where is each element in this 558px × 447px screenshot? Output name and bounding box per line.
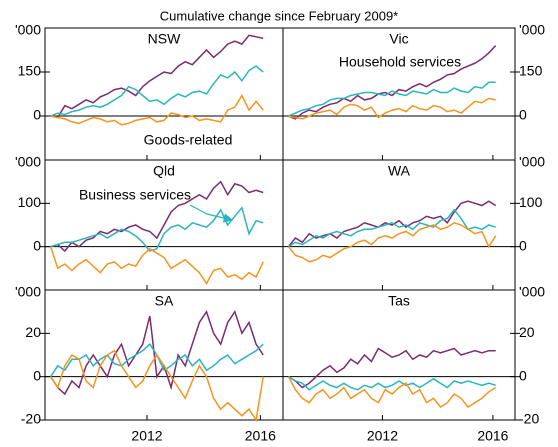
series-line — [288, 208, 496, 248]
series-line — [287, 376, 497, 408]
chart-subtitle: Cumulative change since February 2009* — [160, 8, 398, 23]
panel-title: Vic — [389, 31, 408, 47]
panel-title: Qld — [153, 163, 175, 179]
panel-title: Tas — [388, 293, 410, 309]
unit-label: '000 — [519, 284, 545, 300]
series-line — [50, 65, 264, 117]
series-line — [287, 200, 497, 248]
panel-frame — [282, 289, 516, 421]
unit-label: '000 — [519, 154, 545, 170]
series-line — [50, 93, 264, 126]
y-tick-label: 0 — [33, 107, 41, 123]
y-tick-label: 20 — [25, 324, 41, 340]
x-tick-label: 2012 — [131, 428, 162, 444]
y-tick-label: 0 — [519, 107, 527, 123]
y-tick-label: 20 — [519, 324, 535, 340]
y-tick-label: -20 — [519, 411, 539, 427]
x-tick-label: 2016 — [245, 428, 276, 444]
series-label: Goods-related — [144, 132, 233, 148]
series-line — [50, 309, 264, 396]
unit-label: '000 — [15, 284, 41, 300]
series-line — [288, 81, 496, 117]
panel-frame — [282, 159, 516, 291]
y-tick-label: 0 — [33, 237, 41, 253]
series-label: Household services — [339, 54, 461, 70]
series-line — [50, 180, 264, 253]
unit-label: '000 — [15, 22, 41, 38]
panel-title: WA — [388, 163, 411, 179]
y-tick-label: 100 — [519, 194, 543, 210]
y-tick-label: 0 — [519, 237, 527, 253]
series-line — [288, 376, 496, 391]
y-tick-label: -20 — [21, 411, 41, 427]
panel-title: SA — [155, 293, 174, 309]
series-line — [287, 221, 497, 263]
y-tick-label: 0 — [33, 367, 41, 383]
series-line — [50, 206, 264, 252]
series-line — [49, 246, 264, 285]
annotation-arrow — [189, 204, 234, 223]
y-tick-label: 100 — [18, 194, 42, 210]
y-tick-label: 150 — [18, 63, 42, 79]
x-tick-label: 2012 — [367, 428, 398, 444]
x-tick-label: 2016 — [477, 428, 508, 444]
series-line — [288, 45, 497, 120]
unit-label: '000 — [519, 22, 545, 38]
series-line — [50, 34, 264, 119]
series-line — [288, 347, 496, 389]
unit-label: '000 — [15, 154, 41, 170]
y-tick-label: 150 — [519, 63, 543, 79]
panel-frame — [44, 289, 284, 421]
series-label: Business services — [79, 187, 191, 203]
series-line — [288, 97, 496, 120]
series-line — [50, 349, 264, 423]
y-tick-label: 0 — [519, 367, 527, 383]
panel-title: NSW — [148, 31, 181, 47]
